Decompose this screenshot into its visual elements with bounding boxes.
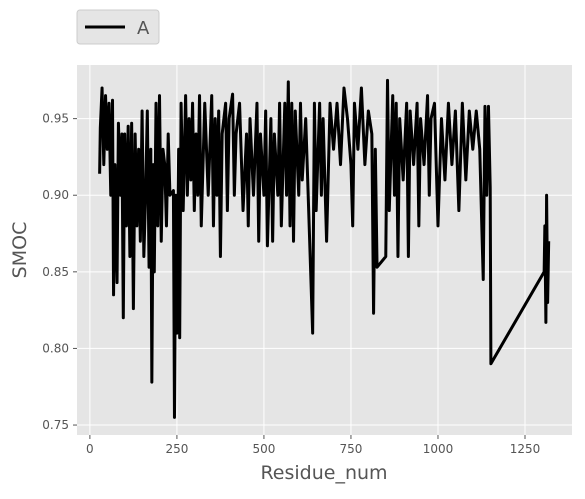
y-tick-label: 0.90 (42, 188, 69, 202)
y-tick-label: 0.80 (42, 341, 69, 355)
y-tick-label: 0.75 (42, 418, 69, 432)
x-tick-label: 250 (165, 442, 188, 456)
legend-label: A (137, 18, 150, 39)
x-tick-label: 500 (252, 442, 275, 456)
x-tick-label: 1250 (510, 442, 541, 456)
y-tick-label: 0.95 (42, 112, 69, 126)
y-tick-label: 0.85 (42, 265, 69, 279)
data-line (98, 78, 551, 419)
y-axis-label: SMOC (9, 222, 31, 279)
x-tick-label: 750 (340, 442, 363, 456)
legend: A (76, 9, 160, 45)
x-tick-label: 1000 (423, 442, 454, 456)
x-axis-label: Residue_num (260, 462, 387, 484)
x-tick-label: 0 (86, 442, 94, 456)
